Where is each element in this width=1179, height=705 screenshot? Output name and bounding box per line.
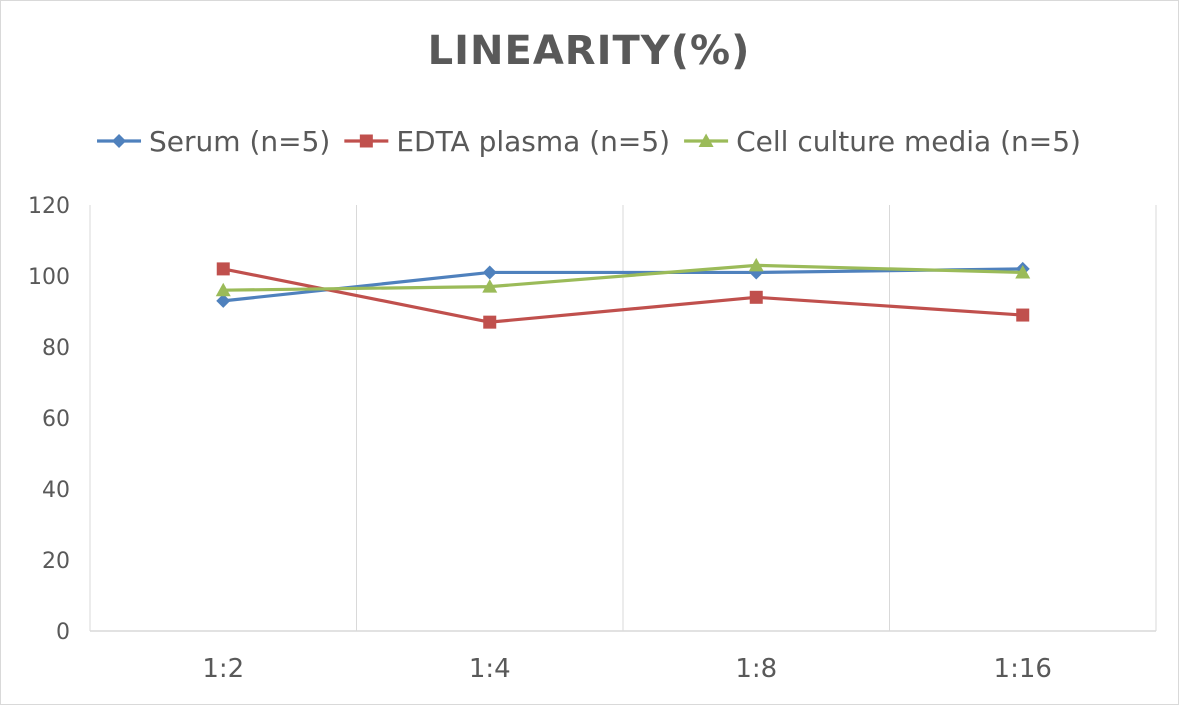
- data-point: [1016, 308, 1030, 322]
- legend-label: Cell culture media (n=5): [736, 125, 1081, 158]
- data-point: [216, 262, 230, 276]
- data-point: [482, 265, 497, 280]
- data-point: [749, 290, 763, 304]
- data-point: [215, 282, 231, 297]
- legend-label: Serum (n=5): [149, 125, 330, 158]
- series-line: [223, 263, 1023, 292]
- legend: Serum (n=5) EDTA plasma (n=5) Cell culture…: [97, 125, 1081, 158]
- data-point: [483, 315, 497, 329]
- series-group: [215, 257, 1031, 329]
- y-tick-label: 20: [42, 549, 70, 574]
- axes: 0 20 40 60 80 100 120 1:2 1:4 1:8 1:16: [28, 194, 1156, 684]
- legend-swatch-marker: [112, 134, 127, 148]
- legend-swatch-marker: [698, 133, 714, 147]
- x-tick-label: 1:2: [202, 654, 244, 684]
- y-tick-label: 40: [42, 478, 70, 503]
- data-point: [216, 293, 231, 308]
- data-point: [1015, 264, 1031, 279]
- series-1: [216, 262, 1030, 329]
- series-line: [223, 267, 1023, 303]
- data-point: [748, 257, 764, 272]
- y-tick-label: 0: [56, 620, 70, 645]
- legend-swatch-marker: [359, 134, 373, 148]
- y-tick-label: 120: [28, 194, 70, 219]
- y-tick-label: 100: [28, 265, 70, 290]
- y-tick-label: 60: [42, 407, 70, 432]
- x-tick-label: 1:8: [735, 654, 777, 684]
- x-tick-label: 1:4: [469, 654, 511, 684]
- y-tick-label: 80: [42, 336, 70, 361]
- x-tick-label: 1:16: [994, 654, 1052, 684]
- legend-label: EDTA plasma (n=5): [396, 125, 670, 158]
- gridlines: [89, 205, 1157, 631]
- series-line: [222, 267, 1023, 324]
- chart-title: LINEARITY(%): [428, 28, 751, 74]
- data-point: [482, 279, 498, 293]
- series-2: [215, 257, 1031, 297]
